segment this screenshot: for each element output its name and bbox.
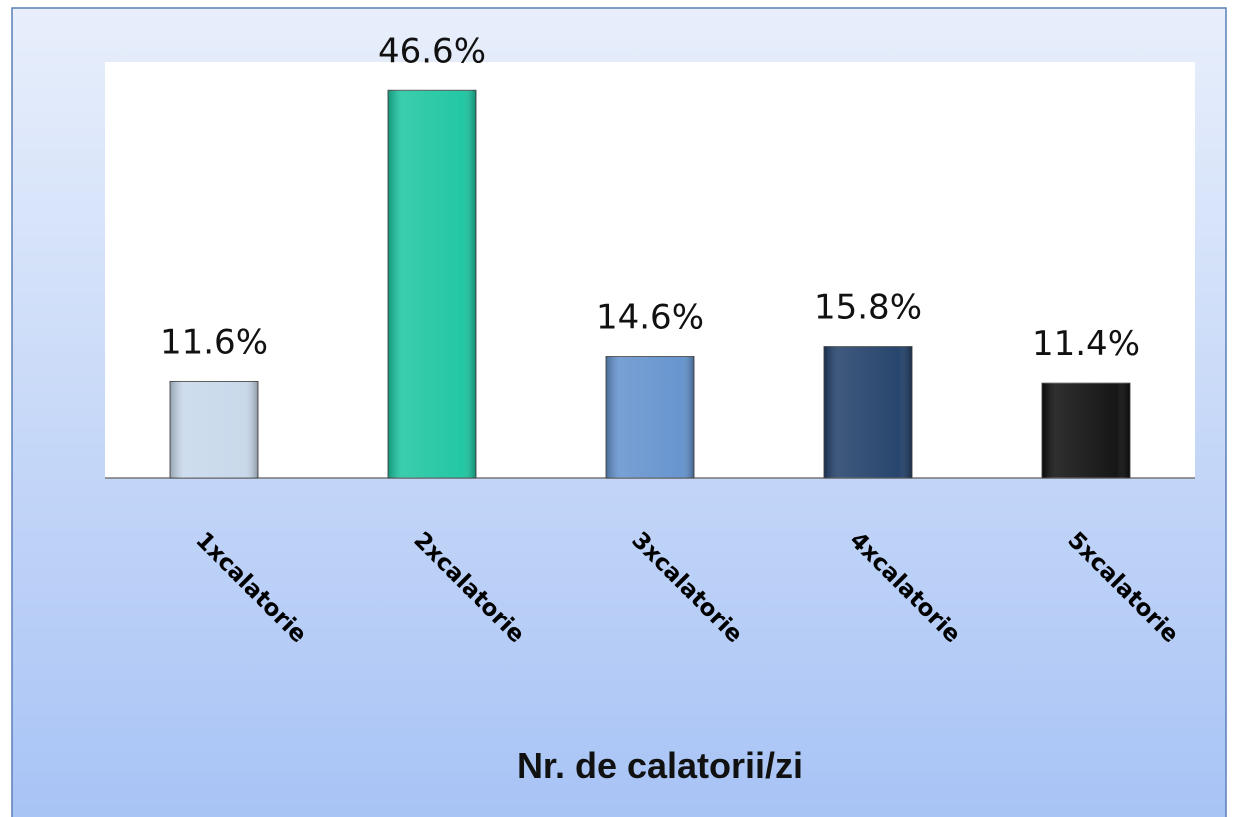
value-label: 15.8% xyxy=(814,288,922,328)
bar xyxy=(605,356,695,479)
value-label: 11.4% xyxy=(1032,324,1140,364)
bar xyxy=(823,346,913,479)
value-label: 14.6% xyxy=(596,298,704,338)
value-label: 11.6% xyxy=(160,322,268,362)
x-axis-title: Nr. de calatorii/zi xyxy=(517,745,803,786)
bar xyxy=(169,380,259,479)
bar xyxy=(387,89,477,479)
value-label: 46.6% xyxy=(378,31,486,71)
bar xyxy=(1041,382,1131,479)
